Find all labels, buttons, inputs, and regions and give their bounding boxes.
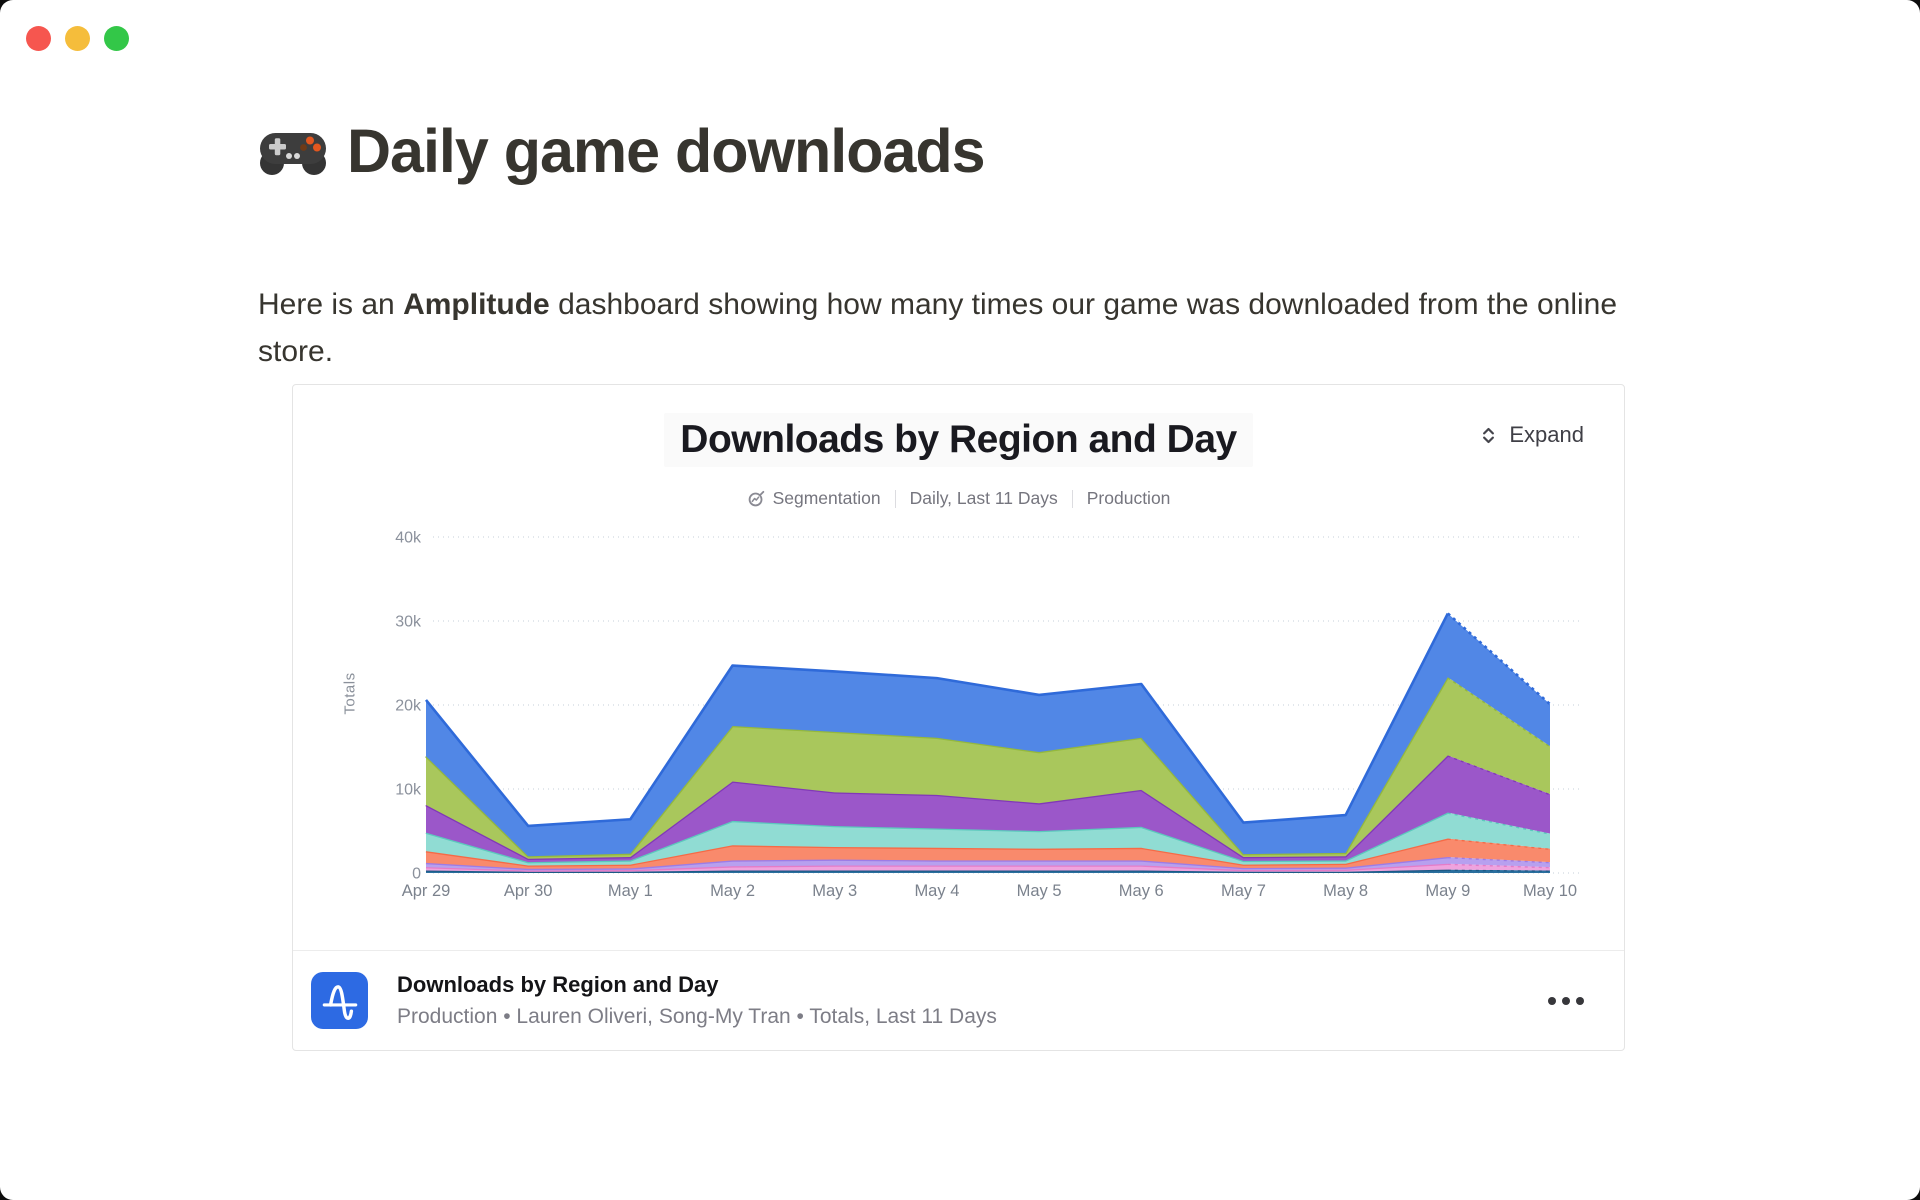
close-button[interactable] — [26, 26, 51, 51]
svg-text:May 2: May 2 — [710, 882, 755, 900]
expand-button[interactable]: Expand — [1472, 421, 1590, 449]
svg-text:May 6: May 6 — [1119, 882, 1164, 900]
ellipsis-icon — [1548, 996, 1556, 1005]
intro-paragraph: Here is an Amplitude dashboard showing h… — [258, 281, 1670, 375]
ellipsis-icon — [1576, 996, 1584, 1005]
svg-text:Apr 30: Apr 30 — [504, 882, 553, 900]
chart-range-label: Daily, Last 11 Days — [909, 488, 1058, 508]
game-controller-icon — [260, 133, 326, 175]
svg-text:May 3: May 3 — [812, 882, 857, 900]
expand-label: Expand — [1509, 422, 1584, 447]
minimize-button[interactable] — [65, 26, 90, 51]
chart-type-label: Segmentation — [772, 488, 881, 508]
svg-text:10k: 10k — [395, 782, 422, 799]
zoom-button[interactable] — [104, 26, 129, 51]
more-options-button[interactable] — [1538, 987, 1594, 1015]
svg-text:May 8: May 8 — [1323, 882, 1368, 900]
segmentation-icon — [748, 490, 764, 507]
intro-text: Here is an — [258, 288, 404, 321]
ellipsis-icon — [1562, 996, 1570, 1005]
amplitude-embed-card: Downloads by Region and Day Segmentation… — [292, 384, 1625, 1051]
svg-text:May 7: May 7 — [1221, 882, 1266, 900]
chart-type-item: Segmentation — [747, 488, 881, 509]
footer-chart-meta: Production • Lauren Oliveri, Song-My Tra… — [397, 1005, 997, 1028]
page-heading: Daily game downloads — [257, 116, 986, 186]
meta-divider — [894, 489, 896, 508]
card-footer: Downloads by Region and Day Production •… — [293, 950, 1624, 1050]
svg-text:20k: 20k — [395, 698, 422, 715]
intro-text-end: dashboard showing how many times our gam… — [258, 288, 1618, 368]
svg-text:May 4: May 4 — [914, 882, 959, 900]
chart-title: Downloads by Region and Day — [664, 413, 1253, 467]
amplitude-logo — [311, 972, 368, 1029]
window-controls — [26, 26, 129, 51]
svg-text:May 10: May 10 — [1523, 882, 1577, 900]
svg-text:Apr 29: Apr 29 — [402, 882, 451, 900]
chart-env-label: Production — [1086, 488, 1171, 508]
intro-bold-text: Amplitude — [403, 288, 550, 321]
svg-text:May 5: May 5 — [1017, 882, 1062, 900]
svg-text:May 9: May 9 — [1425, 882, 1470, 900]
svg-text:0: 0 — [412, 866, 421, 883]
svg-text:May 1: May 1 — [608, 882, 653, 900]
chart-meta-row: Segmentation Daily, Last 11 Days Product… — [293, 488, 1624, 509]
expand-icon — [1483, 427, 1495, 443]
meta-divider — [1071, 489, 1073, 508]
svg-text:30k: 30k — [395, 614, 422, 631]
page-title: Daily game downloads — [347, 117, 986, 185]
svg-text:40k: 40k — [395, 530, 422, 547]
stacked-area-plot[interactable]: 0 10k 20k 30k 40k Apr 29 Apr 30 May 1 May 2 May 3… — [293, 505, 1624, 905]
footer-chart-link[interactable]: Downloads by Region and Day — [397, 972, 719, 997]
amplitude-logo-glyph — [322, 984, 357, 1020]
